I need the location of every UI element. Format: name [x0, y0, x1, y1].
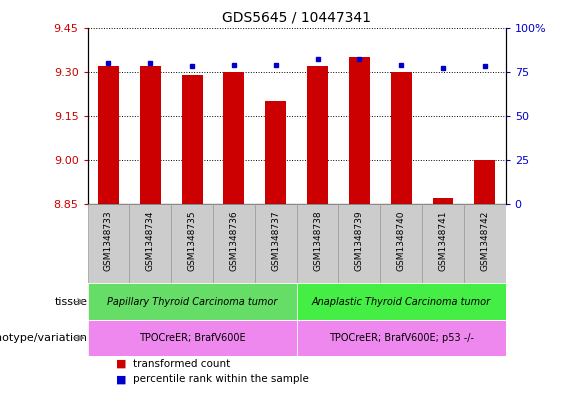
Bar — [88, 204, 129, 283]
Bar — [433, 198, 453, 204]
Bar — [380, 204, 422, 283]
Bar — [224, 72, 244, 204]
Bar — [297, 204, 338, 283]
Text: tissue: tissue — [55, 297, 88, 307]
Title: GDS5645 / 10447341: GDS5645 / 10447341 — [222, 11, 371, 25]
Bar — [266, 101, 286, 204]
Bar — [338, 204, 380, 283]
Bar — [88, 283, 297, 320]
Bar — [140, 66, 161, 204]
Bar — [307, 66, 328, 204]
Text: TPOCreER; BrafV600E; p53 -/-: TPOCreER; BrafV600E; p53 -/- — [329, 333, 473, 343]
Text: GSM1348735: GSM1348735 — [188, 211, 197, 271]
Text: percentile rank within the sample: percentile rank within the sample — [133, 374, 308, 384]
Bar — [475, 160, 496, 204]
Bar — [349, 57, 370, 204]
Text: genotype/variation: genotype/variation — [0, 333, 88, 343]
Bar — [297, 320, 506, 356]
Text: GSM1348741: GSM1348741 — [438, 211, 447, 271]
Bar — [213, 204, 255, 283]
Text: GSM1348739: GSM1348739 — [355, 211, 364, 271]
Text: GSM1348742: GSM1348742 — [480, 211, 489, 271]
Bar — [182, 75, 202, 204]
Text: GSM1348740: GSM1348740 — [397, 211, 406, 271]
Bar — [422, 204, 464, 283]
Bar — [391, 72, 412, 204]
Text: ■: ■ — [116, 374, 127, 384]
Bar — [98, 66, 119, 204]
Text: GSM1348738: GSM1348738 — [313, 211, 322, 271]
Bar — [255, 204, 297, 283]
Bar — [297, 283, 506, 320]
Text: Anaplastic Thyroid Carcinoma tumor: Anaplastic Thyroid Carcinoma tumor — [311, 297, 491, 307]
Bar — [88, 320, 297, 356]
Text: GSM1348733: GSM1348733 — [104, 211, 113, 271]
Text: transformed count: transformed count — [133, 358, 230, 369]
Bar — [171, 204, 213, 283]
Text: ■: ■ — [116, 358, 127, 369]
Bar — [464, 204, 506, 283]
Text: Papillary Thyroid Carcinoma tumor: Papillary Thyroid Carcinoma tumor — [107, 297, 277, 307]
Bar — [129, 204, 171, 283]
Text: GSM1348737: GSM1348737 — [271, 211, 280, 271]
Text: GSM1348736: GSM1348736 — [229, 211, 238, 271]
Text: TPOCreER; BrafV600E: TPOCreER; BrafV600E — [139, 333, 245, 343]
Text: GSM1348734: GSM1348734 — [146, 211, 155, 271]
